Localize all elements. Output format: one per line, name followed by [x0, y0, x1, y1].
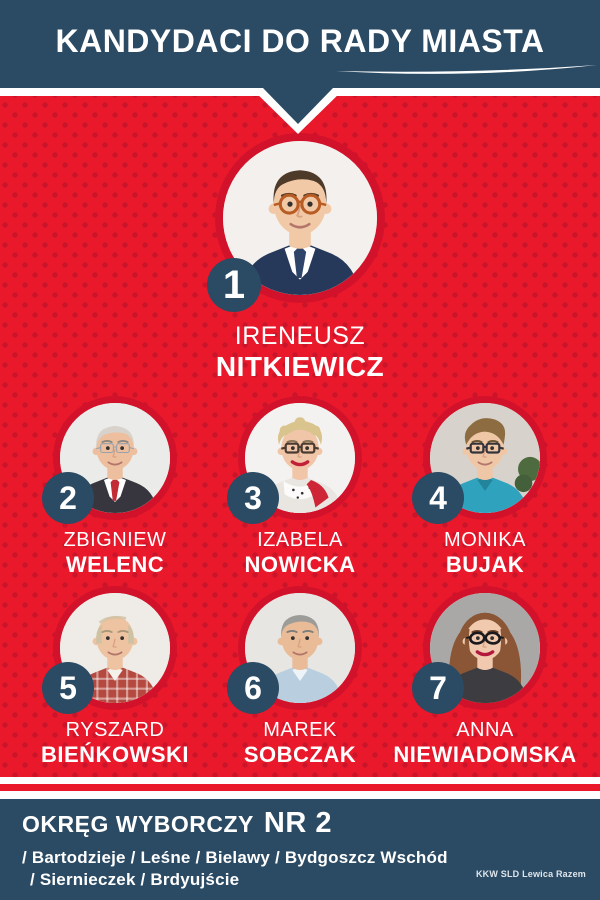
- footer-red-stripe: [0, 784, 600, 791]
- candidate-first-name: RYSZARD: [65, 719, 165, 741]
- candidate-photo: [223, 141, 377, 295]
- candidate-last-name: NOWICKA: [244, 552, 356, 577]
- candidate-number: 7: [429, 670, 447, 706]
- poster-title: KANDYDACI DO RADY MIASTA: [55, 22, 545, 59]
- candidate-number-badge: 5: [42, 662, 94, 714]
- candidate-name: ANNA NIEWIADOMSKA: [392, 718, 578, 768]
- candidate-last-name: BUJAK: [445, 552, 525, 577]
- candidate-name: IZABELA NOWICKA: [207, 528, 393, 578]
- candidate-last-name: BIEŃKOWSKI: [41, 742, 189, 767]
- header-banner: KANDYDACI DO RADY MIASTA: [0, 0, 600, 88]
- candidate-first-name: ANNA: [456, 719, 514, 741]
- chevron-down-icon: [251, 88, 345, 134]
- district-areas-line2: / Siernieczek / Brdyujście: [30, 870, 240, 889]
- candidate-number-badge: 3: [227, 472, 279, 524]
- candidate-first-name: MONIKA: [444, 529, 526, 551]
- candidate-number: 1: [222, 263, 246, 307]
- candidate-number-badge: 7: [412, 662, 464, 714]
- candidate-number: 6: [244, 670, 262, 706]
- underline-swoosh-icon: [336, 65, 597, 74]
- candidate-photo-illustration: [223, 141, 377, 295]
- candidate-name: ZBIGNIEW WELENC: [22, 528, 208, 578]
- candidate-first-name: IZABELA: [257, 529, 343, 551]
- candidate-name: MONIKA BUJAK: [392, 528, 578, 578]
- candidate-number-badge: 2: [42, 472, 94, 524]
- candidate-name: RYSZARD BIEŃKOWSKI: [22, 718, 208, 768]
- candidate-last-name: NITKIEWICZ: [215, 351, 385, 382]
- candidate-number-badge: 6: [227, 662, 279, 714]
- candidate-first-name: ZBIGNIEW: [63, 529, 167, 551]
- candidate-first-name: MAREK: [263, 719, 337, 741]
- candidate-last-name: WELENC: [65, 552, 165, 577]
- candidate-photo-illustration: [60, 593, 170, 703]
- district-heading: OKRĘG WYBORCZY NR 2: [22, 807, 332, 840]
- candidate-photo-illustration: [430, 403, 540, 513]
- candidate-card: 2 ZBIGNIEW WELENC: [22, 396, 208, 578]
- candidate-number: 4: [429, 480, 447, 516]
- candidate-card: 4 MONIKA BUJAK: [392, 396, 578, 578]
- footer-white-band: [0, 777, 600, 784]
- candidate-last-name: NIEWIADOMSKA: [393, 742, 577, 767]
- candidate-first-name: IRENEUSZ: [234, 322, 366, 350]
- candidate-card: 3 IZABELA NOWICKA: [207, 396, 393, 578]
- candidate-photo-ring: [423, 396, 547, 520]
- footer-white-band-2: [0, 791, 600, 799]
- candidate-photo-ring: [215, 133, 385, 303]
- district-areas-line1: / Bartodzieje / Leśne / Bielawy / Bydgos…: [22, 848, 448, 867]
- candidate-name: MAREK SOBCZAK: [207, 718, 393, 768]
- candidate-number-badge: 1: [207, 258, 261, 312]
- candidate-card: 7 ANNA NIEWIADOMSKA: [392, 586, 578, 768]
- candidate-last-name: SOBCZAK: [243, 742, 357, 767]
- candidate-photo: [430, 403, 540, 513]
- footer-banner: OKRĘG WYBORCZY NR 2 / Bartodzieje / Leśn…: [0, 799, 600, 900]
- candidate-number: 2: [59, 480, 77, 516]
- candidate-photo: [60, 593, 170, 703]
- district-number: NR 2: [263, 807, 332, 839]
- district-areas: / Bartodzieje / Leśne / Bielawy / Bydgos…: [22, 847, 448, 891]
- candidate-number-badge: 4: [412, 472, 464, 524]
- candidate-number: 3: [244, 480, 262, 516]
- district-label: OKRĘG WYBORCZY: [22, 811, 254, 837]
- candidate-card: 6 MAREK SOBCZAK: [207, 586, 393, 768]
- committee-label: KKW SLD Lewica Razem: [475, 869, 586, 879]
- candidate-card: 5 RYSZARD BIEŃKOWSKI: [22, 586, 208, 768]
- candidate-number: 5: [59, 670, 77, 706]
- candidate-name: IRENEUSZ NITKIEWICZ: [207, 321, 393, 383]
- candidate-card: 1 IRENEUSZ NITKIEWICZ: [207, 133, 393, 383]
